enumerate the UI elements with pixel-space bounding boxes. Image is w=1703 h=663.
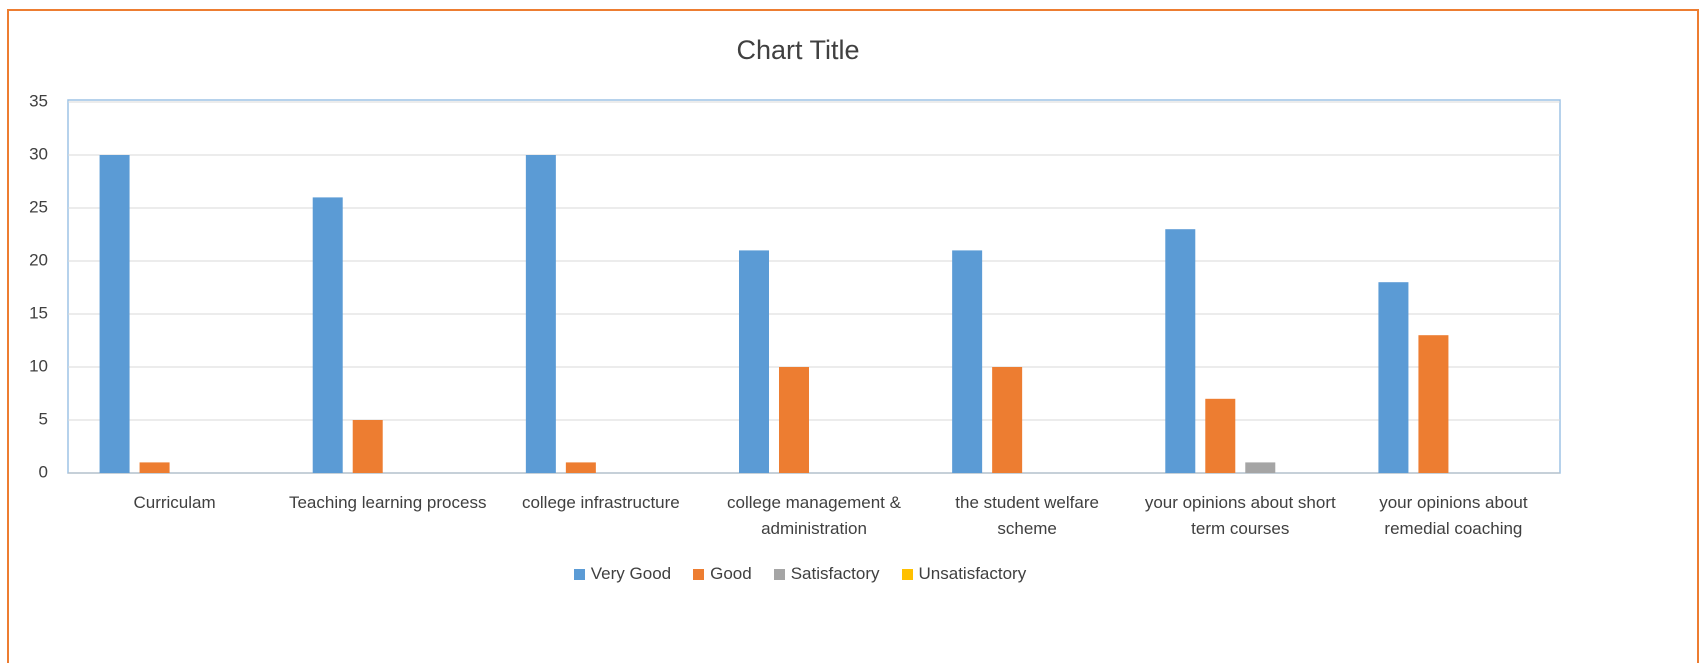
x-tick-label: college management & administration [727, 493, 901, 538]
x-tick-label: the student welfare scheme [955, 493, 1099, 538]
legend-item: Unsatisfactory [901, 564, 1027, 584]
y-tick-label: 35 [29, 91, 48, 110]
bar [779, 367, 809, 473]
plot-border [67, 99, 1561, 474]
bar [352, 420, 383, 473]
bar [312, 197, 343, 473]
bar [1418, 335, 1449, 473]
chart-title: Chart Title [736, 35, 859, 65]
legend-label: Very Good [590, 564, 672, 583]
y-tick-label: 10 [29, 356, 48, 375]
y-tick-label: 0 [39, 462, 48, 481]
legend-swatch [573, 568, 585, 580]
bar [1378, 282, 1409, 473]
x-tick-label: college infrastructure [521, 493, 680, 512]
bar [565, 462, 596, 473]
legend-item: Very Good [573, 564, 672, 584]
legend: Very Good Good Satisfactory Unsatisfactory [0, 564, 1600, 584]
bar [139, 462, 170, 473]
bar [952, 250, 983, 473]
y-tick-label: 25 [29, 197, 48, 216]
chart-border [7, 9, 1699, 663]
legend-label: Unsatisfactory [918, 564, 1027, 583]
legend-swatch [901, 568, 913, 580]
legend-label: Satisfactory [790, 564, 880, 583]
legend-item: Satisfactory [773, 564, 880, 584]
legend-swatch [693, 568, 705, 580]
y-tick-label: 5 [39, 409, 48, 428]
legend-item: Good [693, 564, 752, 584]
x-tick-label: Curriculam [133, 493, 216, 512]
bar [992, 367, 1023, 473]
y-tick-label: 30 [29, 144, 48, 163]
y-tick-label: 15 [29, 303, 48, 322]
legend-label: Good [710, 564, 752, 583]
legend-swatch [773, 568, 785, 580]
bar [1165, 229, 1196, 473]
bar [99, 155, 130, 473]
bar [1205, 398, 1236, 473]
bar [739, 250, 769, 473]
y-tick-label: 20 [29, 250, 48, 269]
x-tick-label: Teaching learning process [288, 493, 487, 512]
bar [525, 155, 556, 473]
x-tick-label: your opinions about remedial coaching [1379, 493, 1528, 538]
bar [1245, 462, 1276, 473]
x-tick-label: your opinions about short term courses [1144, 493, 1336, 538]
